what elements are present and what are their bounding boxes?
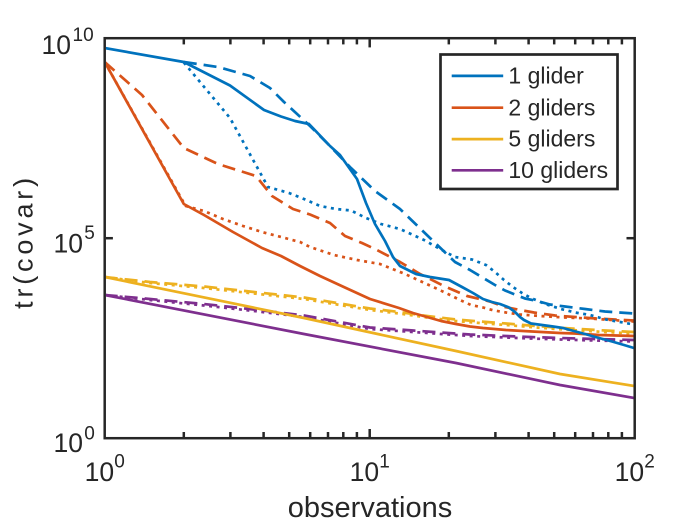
svg-text:1 glider: 1 glider [508,63,584,89]
svg-text:10: 10 [73,25,94,46]
svg-text:5: 5 [84,223,95,244]
svg-text:2: 2 [644,452,655,473]
svg-text:10: 10 [54,229,83,259]
svg-text:tr(covar): tr(covar) [9,174,39,309]
svg-text:10: 10 [615,457,644,487]
svg-text:10: 10 [54,428,83,458]
svg-text:10: 10 [350,457,379,487]
svg-text:10: 10 [85,457,114,487]
svg-text:2 gliders: 2 gliders [508,94,595,120]
svg-text:10: 10 [42,30,71,60]
svg-text:5 gliders: 5 gliders [508,126,595,152]
svg-text:0: 0 [84,424,95,445]
svg-text:0: 0 [114,452,125,473]
svg-text:1: 1 [379,452,390,473]
svg-text:10 gliders: 10 gliders [508,157,608,183]
svg-text:observations: observations [288,492,452,524]
